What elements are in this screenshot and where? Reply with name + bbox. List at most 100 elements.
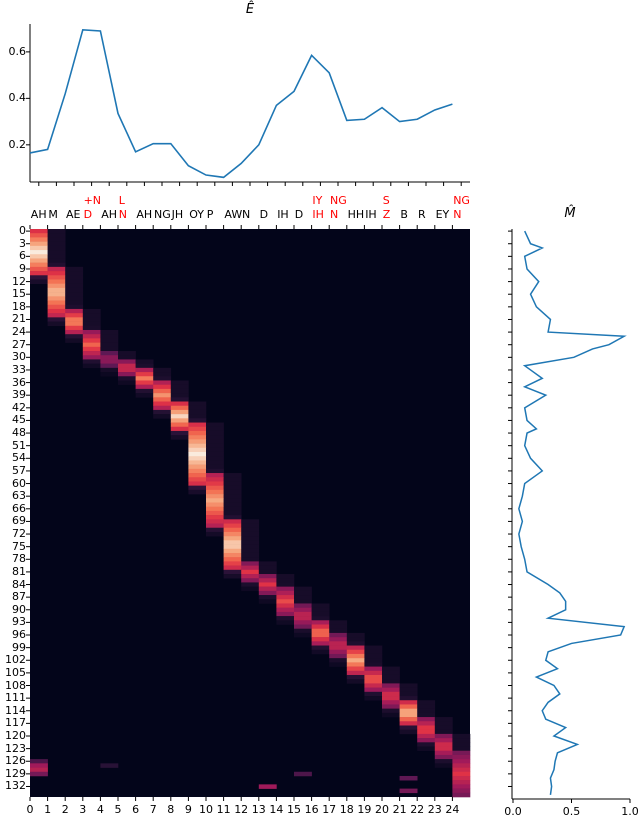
heatmap-y-tick-label: 102 <box>5 653 26 667</box>
phoneme-label: D <box>294 208 304 221</box>
energy-line-plot <box>26 24 470 186</box>
phoneme-label: M <box>48 208 58 221</box>
heatmap-x-tick-label: 4 <box>96 803 104 816</box>
heatmap-y-tick-label: 6 <box>19 249 26 263</box>
heatmap-y-tick-label: 78 <box>12 552 26 566</box>
phoneme-label: JH <box>171 208 184 221</box>
heatmap-y-tick-label: 60 <box>12 476 26 490</box>
heatmap-y-tick-label: 27 <box>12 337 26 351</box>
heatmap-x-tick-label: 11 <box>216 803 231 816</box>
heatmap-x-tick-label: 19 <box>357 803 372 816</box>
heatmap-y-tick-label: 81 <box>12 564 26 578</box>
heatmap-x-tick-label: 12 <box>234 803 249 816</box>
phoneme-label: D <box>83 208 93 221</box>
heatmap-y-tick-label: 108 <box>5 678 26 692</box>
heatmap-y-tick-label: 126 <box>5 754 26 768</box>
phoneme-label: N <box>118 208 128 221</box>
heatmap-y-tick-label: 30 <box>12 350 26 364</box>
heatmap-y-tick-label: 3 <box>19 236 26 250</box>
phoneme-label: N <box>330 208 339 221</box>
energy-plot-title: Ê <box>245 2 255 17</box>
heatmap-y-tick-label: 75 <box>12 539 26 553</box>
phoneme-label: N <box>242 208 251 221</box>
heatmap-y-tick-label: 48 <box>12 426 26 440</box>
phoneme-label: AH <box>136 208 153 221</box>
phoneme-label-top: L <box>118 194 125 207</box>
mask-x-tick-label: 0.0 <box>504 805 522 818</box>
heatmap-x-tick-label: 17 <box>322 803 337 816</box>
heatmap-y-tick-label: 120 <box>5 728 26 742</box>
mask-plot-title: M̂ <box>564 206 576 221</box>
phoneme-label: IH <box>365 208 377 221</box>
heatmap-y-tick-label: 12 <box>12 274 26 288</box>
heatmap-y-tick-label: 114 <box>5 703 26 717</box>
phoneme-label-top: NG <box>330 194 347 207</box>
heatmap-y-tick-label: 99 <box>12 640 26 654</box>
phoneme-label: Z <box>382 208 391 221</box>
heatmap-x-tick-label: 7 <box>149 803 157 816</box>
heatmap-x-tick-label: 15 <box>287 803 301 816</box>
phoneme-label: AH <box>101 208 117 221</box>
mask-line-plot <box>508 229 631 803</box>
heatmap-x-tick-label: 20 <box>375 803 389 816</box>
heatmap-y-tick-label: 33 <box>12 362 26 376</box>
phoneme-label: AW <box>224 208 243 221</box>
heatmap-y-tick-label: 123 <box>5 741 26 755</box>
phoneme-label-top: +N <box>83 194 102 207</box>
heatmap-y-tick-label: 45 <box>12 413 26 427</box>
heatmap-x-tick-label: 21 <box>392 803 407 816</box>
alignment-heatmap <box>26 225 471 801</box>
heatmap-x-tick-label: 3 <box>79 803 87 816</box>
heatmap-y-tick-label: 57 <box>12 463 26 477</box>
heatmap-x-tick-label: 0 <box>26 803 34 816</box>
heatmap-y-tick-label: 111 <box>5 691 26 705</box>
heatmap-x-tick-label: 6 <box>132 803 140 816</box>
heatmap-y-tick-label: 36 <box>12 375 26 389</box>
heatmap-y-tick-label: 90 <box>12 602 26 616</box>
heatmap-y-tick-label: 18 <box>12 299 26 313</box>
phoneme-label: OY <box>189 208 204 221</box>
heatmap-y-tick-label: 51 <box>12 438 26 452</box>
phoneme-label: D <box>259 208 269 221</box>
heatmap-y-tick-label: 24 <box>12 325 26 339</box>
phoneme-label: EY <box>435 208 450 221</box>
heatmap-y-tick-label: 105 <box>5 665 26 679</box>
phoneme-label-top: S <box>382 194 390 207</box>
heatmap-x-tick-label: 18 <box>339 803 354 816</box>
heatmap-y-tick-label: 0 <box>19 224 26 238</box>
heatmap-y-tick-label: 93 <box>12 615 26 629</box>
heatmap-y-tick-label: 84 <box>12 577 26 591</box>
phoneme-label-top: IY <box>312 194 323 207</box>
phoneme-label: HH <box>347 208 365 221</box>
phoneme-label: B <box>400 208 408 221</box>
phoneme-label: R <box>418 208 426 221</box>
heatmap-x-tick-label: 24 <box>445 803 460 816</box>
heatmap-x-tick-label: 9 <box>184 803 192 816</box>
heatmap-y-tick-label: 87 <box>12 590 26 604</box>
heatmap-x-tick-label: 5 <box>114 803 122 816</box>
heatmap-y-tick-label: 69 <box>12 514 26 528</box>
mask-x-tick-label: 1.0 <box>621 805 639 818</box>
phoneme-label: AH <box>30 208 47 221</box>
energy-y-tick-label: 0.6 <box>8 44 27 58</box>
phoneme-label: NG <box>154 208 171 221</box>
heatmap-y-tick-label: 15 <box>12 287 26 301</box>
heatmap-y-tick-label: 42 <box>12 400 26 414</box>
phoneme-label: AE <box>66 208 81 221</box>
heatmap-x-tick-label: 22 <box>410 803 425 816</box>
heatmap-y-tick-label: 129 <box>5 766 26 780</box>
heatmap-y-tick-label: 96 <box>12 628 26 641</box>
heatmap-x-tick-label: 16 <box>304 803 319 816</box>
heatmap-y-tick-label: 9 <box>19 261 26 275</box>
heatmap-x-tick-label: 8 <box>167 803 175 816</box>
heatmap-y-tick-label: 66 <box>12 501 26 515</box>
phoneme-label: IH <box>312 208 324 221</box>
phoneme-label-top: NG <box>453 194 470 207</box>
heatmap-x-tick-label: 14 <box>269 803 284 816</box>
heatmap-y-tick-label: 132 <box>5 779 26 793</box>
phoneme-label: P <box>206 208 214 221</box>
phoneme-label: N <box>453 208 462 221</box>
energy-y-tick-label: 0.2 <box>8 137 27 151</box>
heatmap-x-tick-label: 1 <box>44 803 52 816</box>
